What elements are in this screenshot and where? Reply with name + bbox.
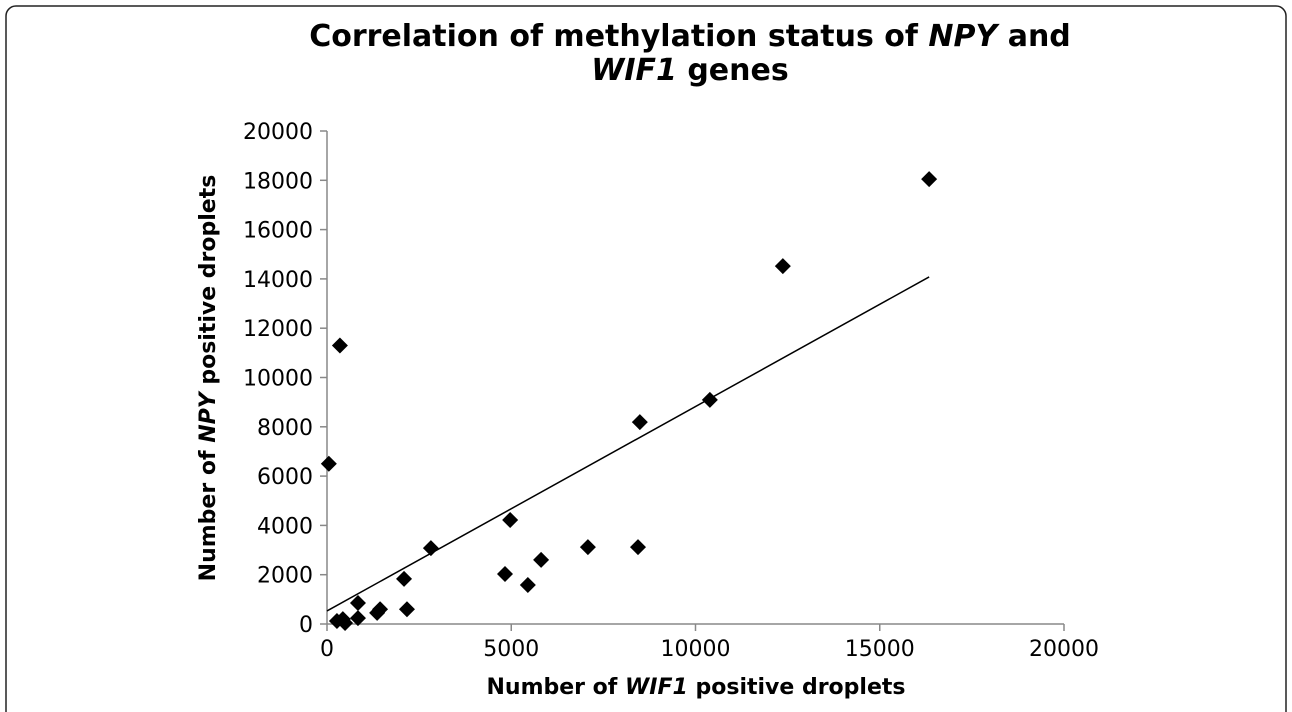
point bbox=[631, 414, 648, 431]
point bbox=[630, 539, 647, 556]
point bbox=[701, 391, 718, 408]
frame bbox=[5, 5, 1287, 712]
y-axis-title-part: positive droplets bbox=[196, 175, 221, 393]
y-axis-title-part: NPY bbox=[196, 390, 221, 443]
chart-title-part: NPY bbox=[928, 19, 1000, 54]
point bbox=[579, 539, 596, 556]
point bbox=[533, 551, 550, 568]
y-tick-label: 20000 bbox=[243, 120, 313, 145]
y-tick-label: 16000 bbox=[243, 219, 313, 244]
point bbox=[519, 577, 536, 594]
point bbox=[502, 511, 519, 528]
y-tick-label: 10000 bbox=[243, 367, 313, 392]
y-tick-label: 18000 bbox=[243, 169, 313, 194]
point bbox=[372, 601, 389, 618]
y-tick-label: 0 bbox=[299, 613, 313, 638]
point bbox=[349, 595, 366, 612]
chart-title-part: genes bbox=[677, 53, 789, 88]
y-tick-label: 8000 bbox=[257, 416, 313, 441]
point bbox=[320, 455, 337, 472]
y-tick-label: 14000 bbox=[243, 268, 313, 293]
point bbox=[774, 258, 791, 275]
x-tick-label: 20000 bbox=[1029, 637, 1099, 662]
x-axis-title-part: positive droplets bbox=[688, 675, 906, 700]
y-axis-title-part: Number of bbox=[196, 443, 221, 582]
point bbox=[396, 570, 413, 587]
x-axis-title-part: Number of bbox=[487, 675, 626, 700]
x-tick-label: 10000 bbox=[661, 637, 731, 662]
y-axis-title: Number of NPY positive droplets bbox=[196, 175, 221, 582]
point bbox=[398, 601, 415, 618]
chart-title-part: and bbox=[997, 19, 1071, 54]
y-tick-label: 12000 bbox=[243, 317, 313, 342]
chart-title-part: Correlation of methylation status of bbox=[309, 19, 928, 54]
point bbox=[337, 615, 354, 632]
x-tick-label: 15000 bbox=[845, 637, 915, 662]
chart-title: Correlation of methylation status of NPY… bbox=[309, 19, 1071, 54]
point bbox=[921, 171, 938, 188]
x-tick-label: 0 bbox=[320, 637, 334, 662]
point bbox=[349, 610, 366, 627]
x-axis-title: Number of WIF1 positive droplets bbox=[487, 675, 906, 700]
x-axis-title-part: WIF1 bbox=[625, 675, 688, 700]
x-tick-label: 5000 bbox=[483, 637, 539, 662]
y-tick-label: 4000 bbox=[257, 514, 313, 539]
chart-title: WIF1 genes bbox=[591, 53, 788, 88]
y-tick-label: 6000 bbox=[257, 465, 313, 490]
chart-title-part: WIF1 bbox=[591, 53, 677, 88]
trendline bbox=[326, 276, 930, 612]
point bbox=[331, 337, 348, 354]
point bbox=[422, 540, 439, 557]
point bbox=[496, 565, 513, 582]
y-tick-label: 2000 bbox=[257, 564, 313, 589]
